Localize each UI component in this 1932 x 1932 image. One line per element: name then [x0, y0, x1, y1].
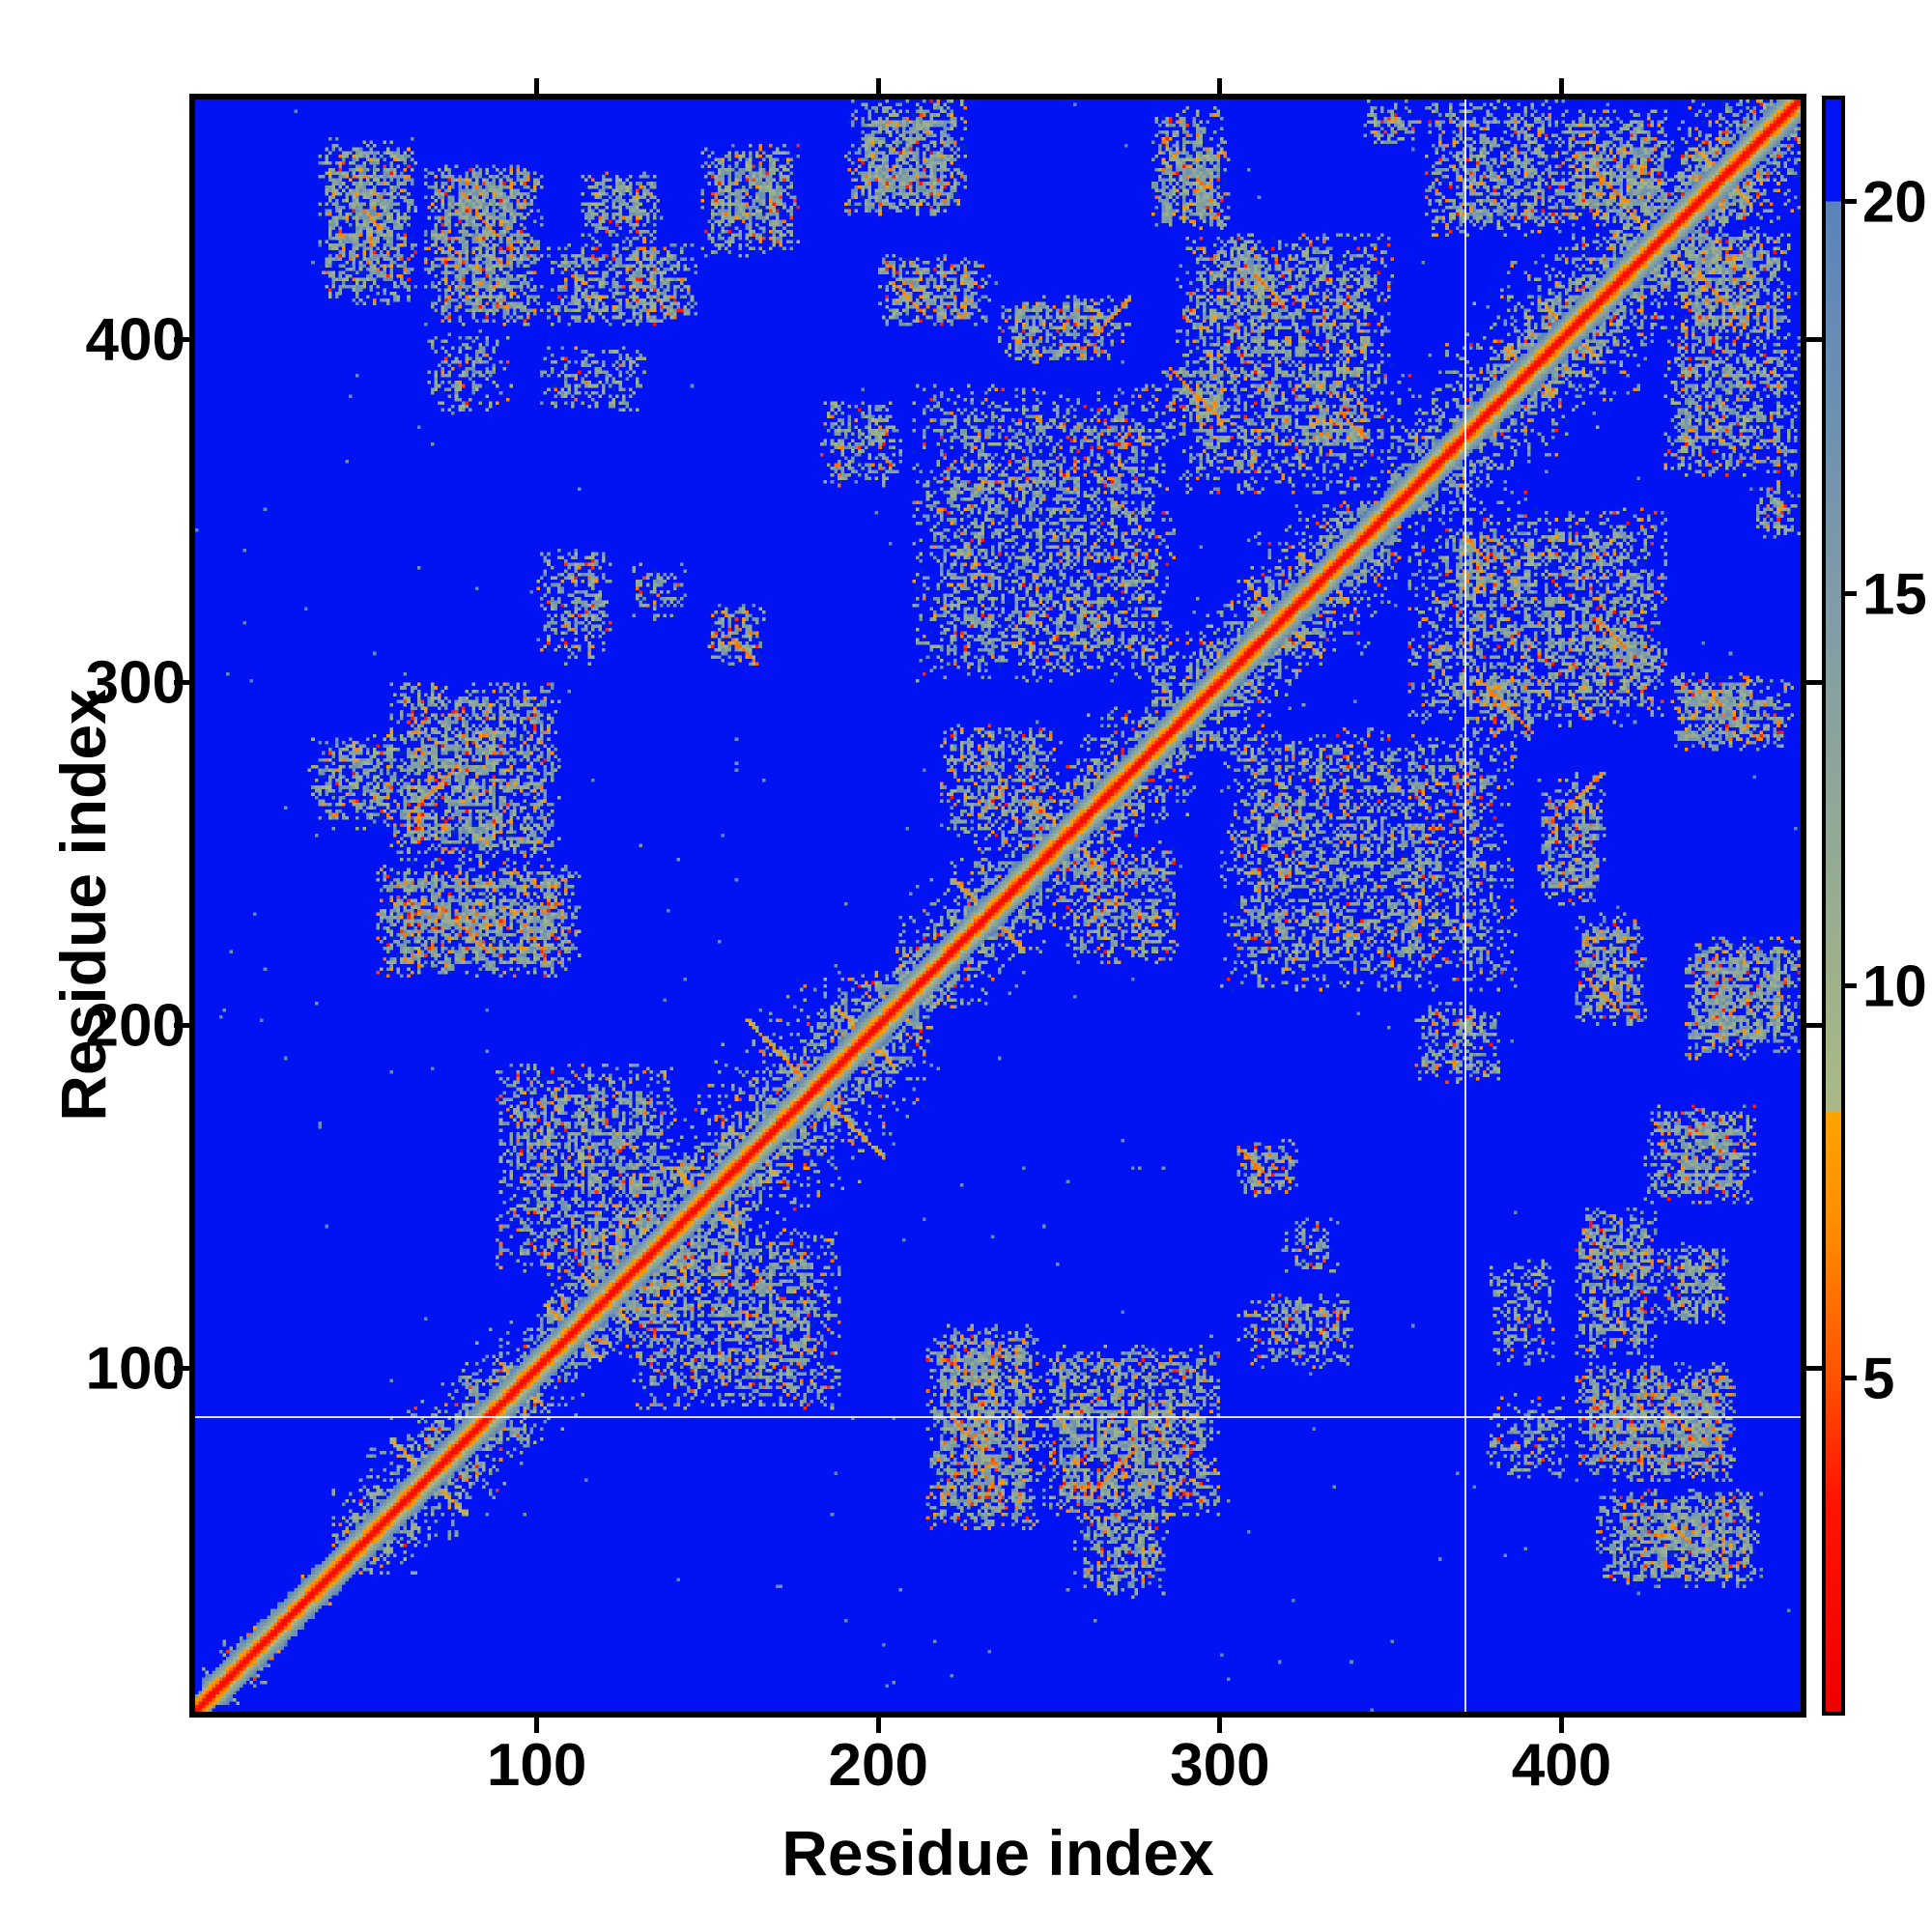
y-axis-tick-label: 400 [85, 306, 185, 374]
y-axis-tick [174, 680, 189, 686]
x-axis-tick-label: 400 [1511, 1732, 1612, 1799]
x-axis-top-tick [1558, 78, 1564, 94]
y-axis-tick [174, 337, 189, 343]
y-axis-right-tick [1806, 1023, 1822, 1029]
missing-residue-column-line [1464, 99, 1467, 1712]
colorbar-tick-label: 5 [1862, 1346, 1895, 1411]
y-axis-tick-label: 200 [85, 992, 185, 1060]
y-axis-tick [174, 1366, 189, 1372]
x-axis-title: Residue index [781, 1817, 1214, 1889]
colorbar-tick [1841, 591, 1857, 597]
y-axis-right-tick [1806, 337, 1822, 343]
x-axis-top-tick [875, 78, 881, 94]
colorbar-tick [1841, 983, 1857, 989]
colorbar-tick [1841, 1376, 1857, 1381]
y-axis-right-tick [1806, 1366, 1822, 1372]
y-axis-right-tick [1806, 680, 1822, 686]
x-axis-tick-label: 300 [1170, 1732, 1270, 1799]
x-axis-tick-label: 200 [828, 1732, 928, 1799]
x-axis-top-tick [534, 78, 540, 94]
x-axis-tick [1217, 1718, 1223, 1733]
y-axis-tick-label: 300 [85, 649, 185, 717]
colorbar-tick-label: 20 [1862, 169, 1927, 235]
heatmap-canvas [195, 99, 1801, 1712]
colorbar-tick-label: 15 [1862, 561, 1927, 627]
y-axis-title: Residue index [47, 689, 119, 1122]
colorbar-tick-label: 10 [1862, 953, 1927, 1019]
colorbar-tick [1841, 199, 1857, 205]
x-axis-tick [1558, 1718, 1564, 1733]
x-axis-tick [875, 1718, 881, 1733]
missing-residue-row-line [195, 1415, 1801, 1418]
y-axis-tick [174, 1023, 189, 1029]
x-axis-top-tick [1217, 78, 1223, 94]
y-axis-tick-label: 100 [85, 1335, 185, 1403]
x-axis-tick-label: 100 [486, 1732, 587, 1799]
colorbar [1822, 96, 1845, 1716]
colorbar-gradient [1826, 99, 1841, 1712]
x-axis-tick [534, 1718, 540, 1733]
